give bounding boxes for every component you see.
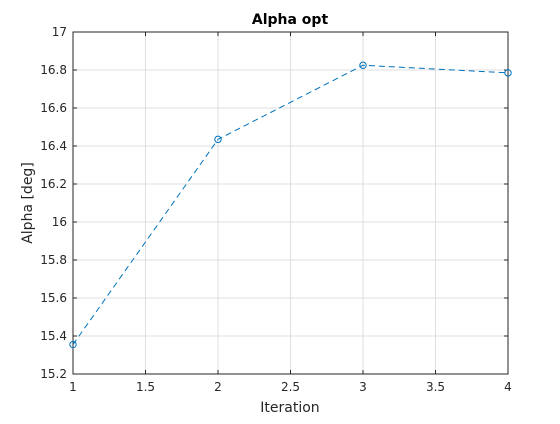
y-tick-label: 15.2 [40,367,67,381]
series-line [72,64,509,345]
x-tick-label: 1.5 [136,380,155,394]
y-tick-label: 17 [52,25,67,39]
data-point-marker [214,135,222,144]
x-tick-label: 2 [214,380,222,394]
y-tick-label: 16.6 [40,101,67,115]
x-tick-label: 2.5 [281,380,300,394]
data-point-marker [504,69,512,77]
y-tick-label: 16 [52,215,67,229]
x-axis-label: Iteration [260,400,319,416]
data-point-marker [359,61,367,69]
data-point-marker [69,340,77,349]
y-tick-label: 16.8 [40,63,67,77]
y-tick-label: 16.4 [40,139,67,153]
x-tick-labels: 1 1.5 2 2.5 3 3.5 4 [69,380,512,394]
y-tick-label: 16.2 [40,177,67,191]
y-tick-label: 15.4 [40,329,67,343]
y-tick-label: 15.8 [40,253,67,267]
x-tick-label: 3 [359,380,367,394]
y-tick-label: 15.6 [40,291,67,305]
y-tick-labels: 15.2 15.4 15.6 15.8 16 16.2 16.4 16.6 16.8 17 [40,25,67,381]
y-axis-label: Alpha [deg] [20,162,36,244]
x-tick-label: 3.5 [426,380,445,394]
chart-title: Alpha opt [252,12,329,28]
x-tick-label: 1 [69,380,77,394]
x-tick-label: 4 [504,380,512,394]
tick-marks [72,31,509,375]
series-group [69,61,512,349]
